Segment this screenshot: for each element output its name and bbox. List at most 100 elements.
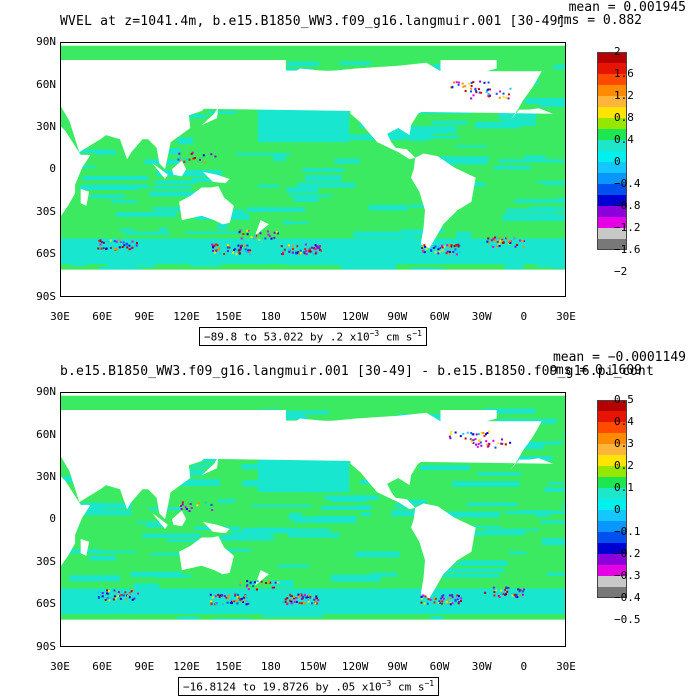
land-mass: [203, 521, 230, 534]
colorbar-label: 0.4: [614, 415, 634, 428]
land-mass: [179, 186, 234, 225]
colorbar-box: [597, 565, 627, 576]
colorbar-box: [597, 63, 627, 74]
colorbar-box: [597, 576, 627, 587]
y-tick-label: 60N: [36, 78, 56, 91]
colorbar-label: −0.8: [614, 199, 641, 212]
x-tick-label: 60W: [429, 310, 450, 323]
y-tick-label: 60S: [36, 597, 56, 610]
range-exponent: −3: [381, 679, 392, 688]
colorbar-box: [597, 587, 627, 598]
y-tick-label: 30N: [36, 120, 56, 133]
land-mass: [516, 88, 522, 100]
colorbar-box: [597, 455, 627, 466]
x-tick-label: 60E: [92, 310, 113, 323]
colorbar-box: [597, 532, 627, 543]
colorbar-box: [597, 206, 627, 217]
x-tick-label: 60E: [92, 660, 113, 673]
colorbar-box: [597, 162, 627, 173]
colorbar-box: [597, 140, 627, 151]
y-tick-label: 0: [49, 162, 56, 175]
land-mass: [152, 163, 168, 179]
x-tick-label: 180: [260, 310, 281, 323]
x-tick-label: 90E: [134, 310, 155, 323]
colorbar-label: −0.4: [614, 177, 641, 190]
land-mass: [61, 69, 553, 120]
y-tick-label: 60S: [36, 247, 56, 260]
land-mass: [411, 153, 476, 249]
colorbar-box: [597, 96, 627, 107]
colorbar-label: 0: [614, 503, 621, 516]
x-tick-label: 150E: [215, 310, 242, 323]
y-tick-label: 90S: [36, 640, 56, 653]
colorbar-box: [597, 107, 627, 118]
land-mass: [172, 160, 187, 177]
mean-stat: mean = 0.001945: [568, 0, 686, 15]
map-plot: [60, 42, 566, 297]
colorbar-box: [597, 510, 627, 521]
x-tick-label: 30E: [556, 660, 576, 673]
range-unit-exponent: −1: [424, 679, 435, 688]
colorbar-box: [597, 521, 627, 532]
x-tick-label: 120W: [341, 660, 369, 673]
colorbar-box: [597, 543, 627, 554]
x-tick-label: 90W: [387, 660, 408, 673]
bottom-panel: b.e15.B1850_WW3.f09_g16.langmuir.001 [30…: [0, 350, 700, 700]
y-tick-label: 90N: [36, 385, 56, 398]
x-tick-label: 120W: [341, 310, 369, 323]
y-tick-label: 30N: [36, 470, 56, 483]
colorbar-box: [597, 411, 627, 422]
y-tick-label: 30S: [36, 205, 56, 218]
colorbar-box: [597, 499, 627, 510]
colorbar-box: [597, 400, 627, 411]
x-tick-label: 150W: [299, 660, 327, 673]
colorbar-label: 0.4: [614, 133, 634, 146]
rms-stat: rms = 0.1609: [548, 363, 642, 378]
x-tick-label: 150E: [215, 660, 242, 673]
y-tick-label: 30S: [36, 555, 56, 568]
colorbar-box: [597, 466, 627, 477]
colorbar-label: −0.2: [614, 547, 641, 560]
range-units: cm s: [379, 330, 413, 344]
colorbar-box: [597, 195, 627, 206]
colorbar-label: −0.3: [614, 569, 641, 582]
colorbar-label: 0: [614, 155, 621, 168]
contour-range-label: −16.8124 to 19.8726 by .05 x10−3 cm s−1: [178, 677, 440, 696]
colorbar-label: 0.5: [614, 393, 634, 406]
colorbar-label: −2: [614, 265, 628, 278]
x-tick-label: 60W: [429, 660, 450, 673]
colorbar-box: [597, 477, 627, 488]
colorbar-box: [597, 422, 627, 433]
colorbar-box: [597, 129, 627, 140]
colorbar-box: [597, 217, 627, 228]
land-mass: [61, 476, 91, 566]
x-tick-label: 150W: [299, 310, 327, 323]
x-tick-label: 0: [520, 310, 528, 323]
land-mass: [201, 456, 219, 476]
colorbar-label: −1.2: [614, 221, 641, 234]
y-tick-label: 90N: [36, 35, 56, 48]
land-mass: [152, 513, 168, 529]
panel-title: b.e15.B1850_WW3.f09_g16.langmuir.001 [30…: [60, 364, 654, 379]
colorbar-box: [597, 52, 627, 63]
land-mass: [61, 126, 91, 216]
y-tick-label: 90S: [36, 290, 56, 303]
colorbar-label: 0.3: [614, 437, 634, 450]
land-mass: [80, 188, 90, 206]
colorbar-label: −0.1: [614, 525, 641, 538]
colorbar-box: [597, 118, 627, 129]
land-mass: [255, 220, 269, 236]
colorbar-label: −0.4: [614, 591, 641, 604]
colorbar-box: [597, 554, 627, 565]
land-mass: [201, 106, 219, 126]
land-mass: [80, 538, 90, 556]
x-tick-label: 30W: [471, 660, 492, 673]
colorbar-label: 0.1: [614, 481, 634, 494]
x-tick-label: 30E: [556, 310, 576, 323]
colorbar-box: [597, 444, 627, 455]
land-mass: [179, 536, 234, 575]
x-tick-label: 0: [520, 660, 528, 673]
rms-stat: rms = 0.882: [555, 13, 642, 28]
colorbar-box: [597, 173, 627, 184]
colorbar-label: −1.6: [614, 243, 641, 256]
